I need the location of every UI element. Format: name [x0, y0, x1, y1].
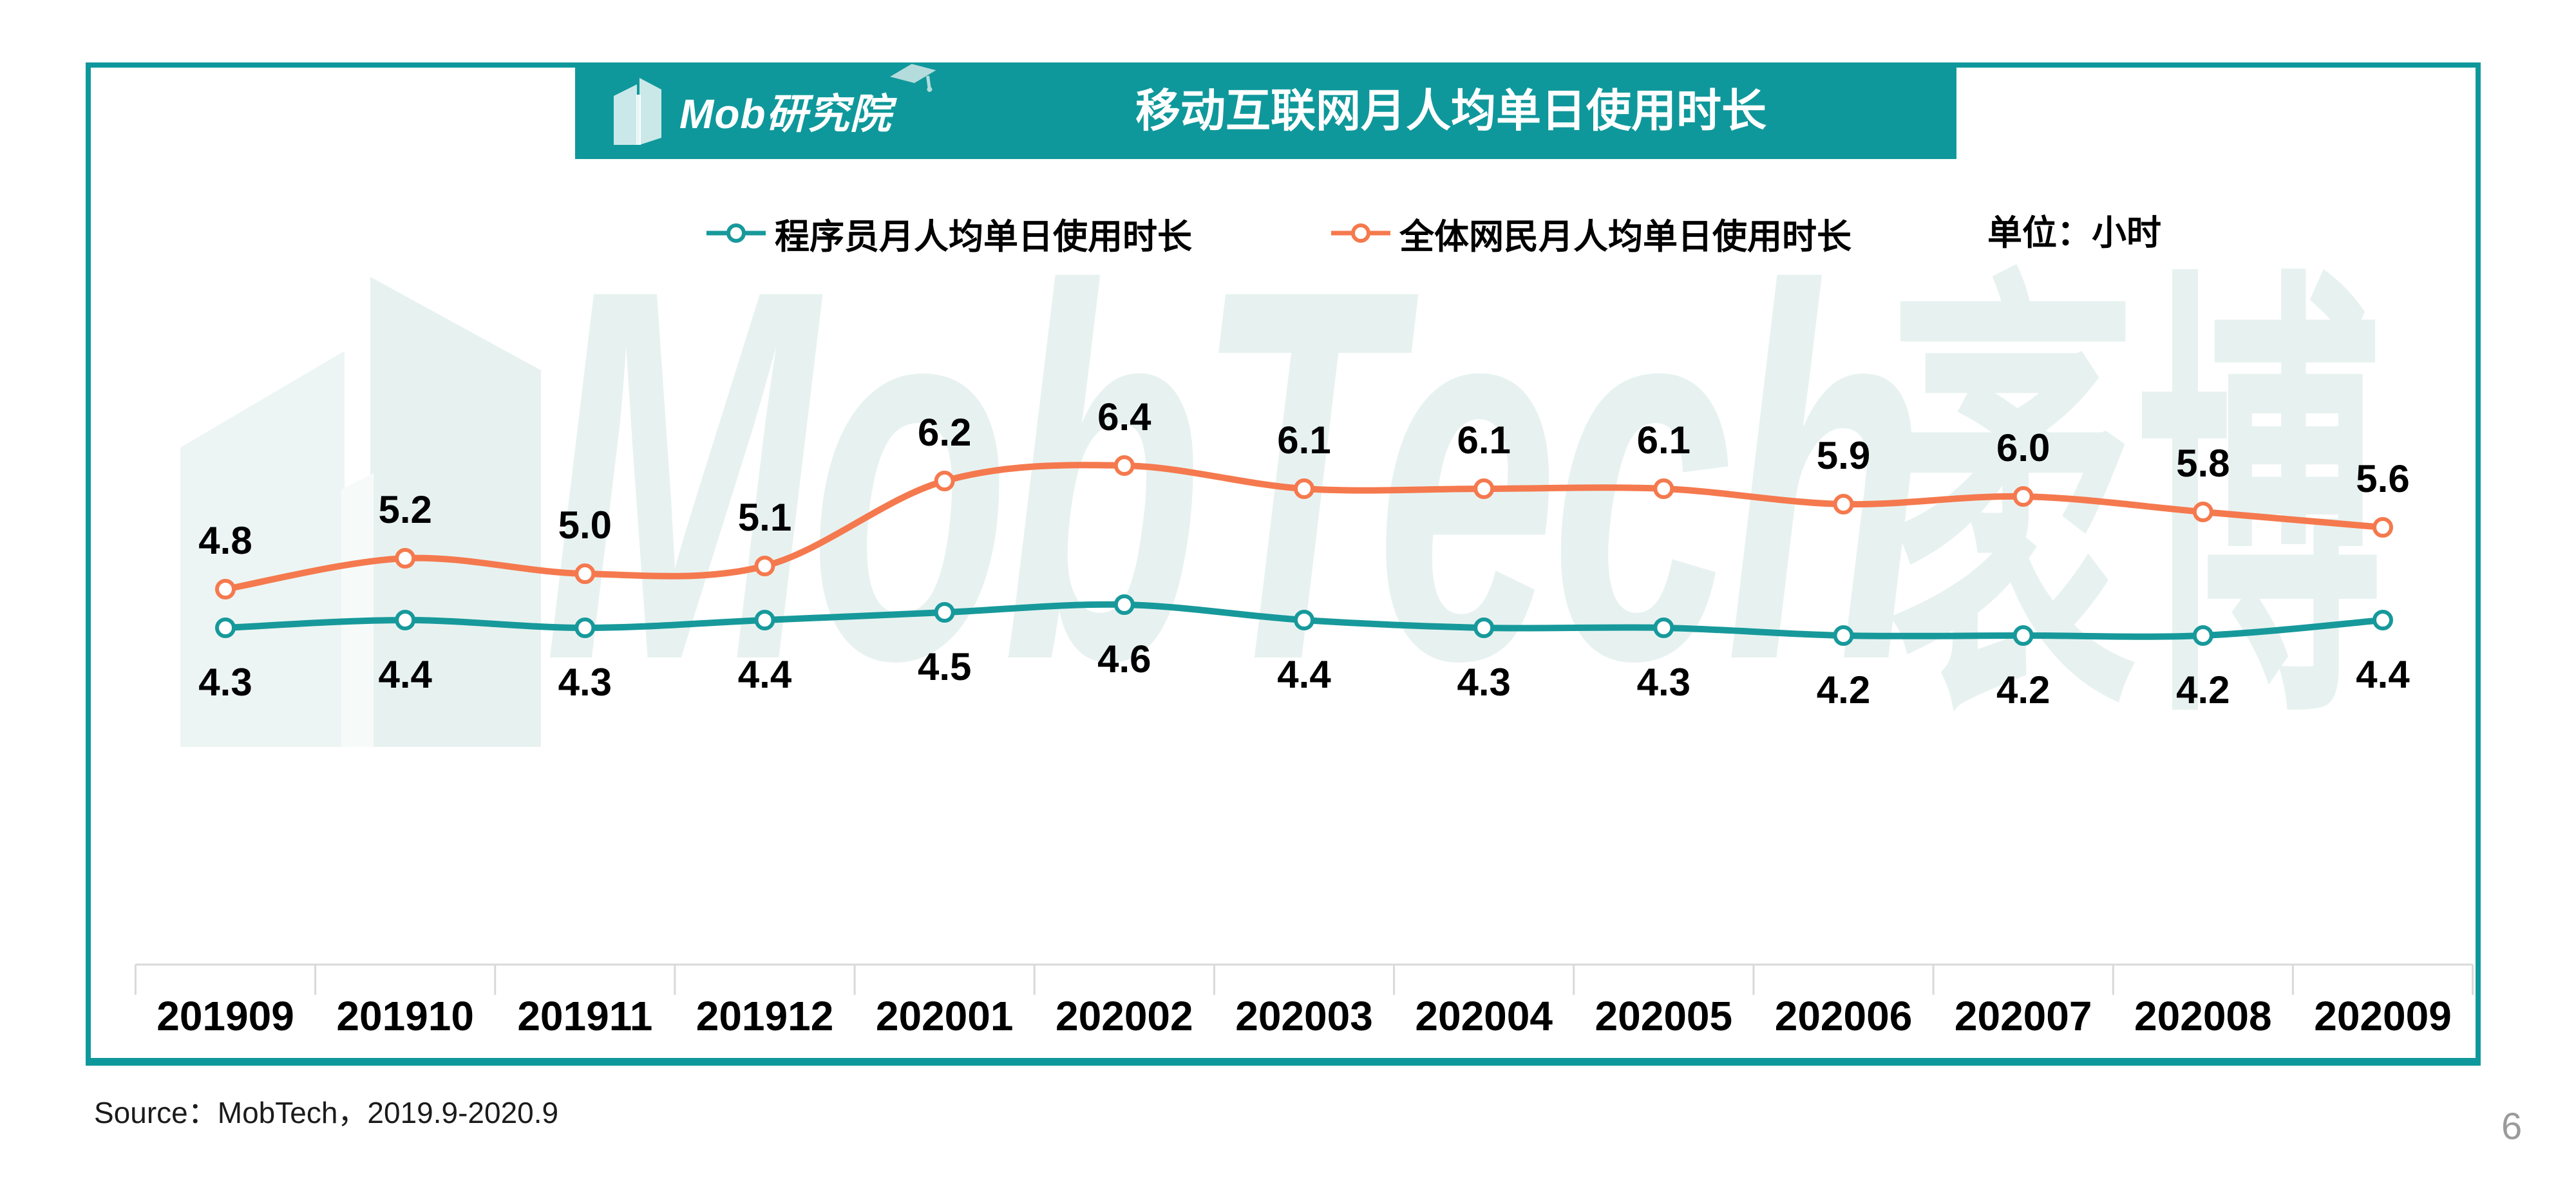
legend-item-all-netizens: 全体网民月人均单日使用时长 [1330, 207, 1852, 259]
data-point [2372, 517, 2393, 538]
value-label: 4.2 [1817, 668, 1870, 712]
value-label: 5.8 [2176, 442, 2230, 485]
data-point [1833, 494, 1854, 514]
unit-label: 单位：小时 [1987, 214, 2161, 252]
data-point [2192, 502, 2213, 522]
legend: 程序员月人均单日使用时长 全体网民月人均单日使用时长 单位：小时 [0, 207, 2576, 259]
value-label: 6.1 [1457, 419, 1510, 462]
data-point [1294, 610, 1314, 630]
chart-title: 移动互联网月人均单日使用时长 [1135, 86, 1766, 136]
data-point [395, 548, 416, 569]
x-tick-label: 202009 [2314, 993, 2452, 1039]
graduation-cap-icon [890, 64, 936, 92]
value-label: 4.4 [378, 653, 432, 696]
x-tick-label: 202008 [2134, 993, 2272, 1039]
value-label: 6.1 [1277, 419, 1331, 462]
watermark-building-icon [180, 277, 541, 747]
value-label: 5.6 [2356, 457, 2409, 500]
value-label: 4.2 [2176, 668, 2230, 712]
data-point [934, 602, 955, 623]
data-point [1833, 625, 1854, 646]
logo-text: Mob研究院 [679, 91, 892, 137]
data-point [1653, 478, 1674, 499]
x-tick-label: 201910 [336, 993, 474, 1039]
x-tick-label: 201912 [696, 993, 834, 1039]
value-label: 5.2 [378, 488, 431, 531]
x-tick-label: 202006 [1775, 993, 1913, 1039]
value-label: 4.6 [1097, 637, 1151, 681]
x-tick-label: 202003 [1235, 993, 1373, 1039]
x-tick-label: 202002 [1056, 993, 1193, 1039]
value-label: 4.5 [918, 645, 971, 688]
watermark-text-latin: MobTech [544, 180, 1926, 769]
value-label: 6.1 [1637, 419, 1690, 462]
data-point [2192, 625, 2213, 646]
data-point [395, 610, 416, 630]
value-label: 4.8 [198, 519, 252, 562]
value-label: 6.2 [918, 411, 971, 454]
value-label: 4.3 [1457, 661, 1510, 704]
data-point [1473, 618, 1495, 638]
data-point [215, 618, 236, 638]
x-tick-label: 202004 [1415, 993, 1553, 1039]
value-label: 5.9 [1817, 434, 1870, 477]
x-tick-label: 202005 [1595, 993, 1733, 1039]
data-point [934, 471, 955, 491]
value-label: 4.3 [198, 661, 252, 704]
data-point [215, 579, 236, 599]
page-number: 6 [2501, 1106, 2523, 1147]
legend-marker-teal-icon [706, 223, 766, 243]
mob-logo: Mob研究院 [609, 62, 892, 159]
value-label: 4.4 [2356, 653, 2410, 696]
header-band: Mob研究院 移动互联网月人均单日使用时长 [575, 62, 1956, 159]
data-point [2012, 486, 2034, 507]
value-label: 6.0 [1996, 426, 2050, 469]
x-tick-label: 202007 [1955, 993, 2092, 1039]
data-point [1473, 478, 1495, 499]
data-point [1113, 455, 1135, 476]
data-point [574, 563, 596, 584]
value-label: 4.3 [1637, 661, 1690, 704]
data-point [1653, 618, 1674, 638]
value-label: 5.0 [558, 504, 612, 547]
value-label: 4.4 [1277, 653, 1331, 696]
x-tick-label: 202001 [876, 993, 1014, 1039]
data-point [2012, 625, 2034, 646]
x-tick-label: 201909 [156, 993, 294, 1039]
value-label: 6.4 [1097, 395, 1151, 439]
value-label: 4.2 [1996, 668, 2050, 712]
data-point [1113, 594, 1135, 615]
data-point [754, 556, 775, 576]
data-point [574, 618, 596, 638]
legend-label-all-netizens: 全体网民月人均单日使用时长 [1399, 217, 1852, 256]
legend-marker-orange-icon [1331, 223, 1390, 243]
x-tick-label: 201911 [517, 993, 652, 1039]
value-label: 4.3 [558, 661, 612, 704]
legend-item-programmers: 程序员月人均单日使用时长 [705, 207, 1192, 259]
mob-logo-building-icon [614, 78, 661, 145]
data-point [2372, 610, 2393, 630]
data-point [1294, 478, 1314, 499]
value-label: 5.1 [738, 496, 791, 539]
source-note: Source：MobTech，2019.9-2020.9 [94, 1096, 559, 1129]
data-point [754, 610, 775, 630]
legend-label-programmers: 程序员月人均单日使用时长 [775, 217, 1192, 256]
value-label: 4.4 [738, 653, 792, 696]
